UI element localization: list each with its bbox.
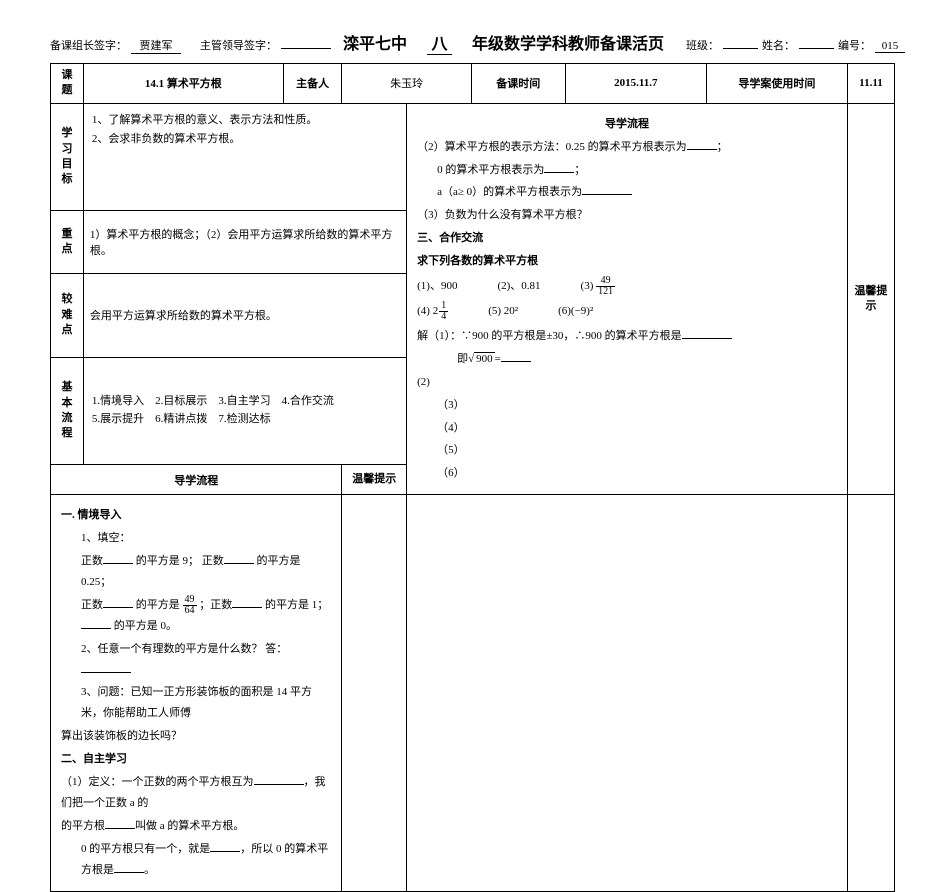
- key-label: 重 点: [51, 211, 84, 273]
- diff-label: 较难点: [51, 273, 84, 357]
- number-value: 015: [875, 40, 905, 53]
- sec1-title: 一. 情境导入: [61, 505, 331, 526]
- left-hint-area: [342, 495, 407, 891]
- row-goals: 学习目标 1、了解算术平方根的意义、表示方法和性质。 2、会求非负数的算术平方根…: [51, 103, 895, 210]
- l-1-5: 3、问题：已知一正方形装饰板的面积是 14 平方米，你能帮助工人师傅: [61, 682, 331, 724]
- exercise-row-1: (1)、900 (2)、0.81 (3) 49121: [417, 276, 837, 297]
- lesson-table: 课题 14.1 算术平方根 主备人 朱玉玲 备课时间 2015.11.7 导学案…: [50, 63, 895, 892]
- ex3: (3) 49121: [581, 276, 616, 297]
- l-2-1: （1）定义：一个正数的两个平方根互为，我们把一个正数 a 的: [61, 772, 331, 814]
- right-flow-header: 导学流程: [417, 114, 837, 135]
- class-label: 班级：: [686, 37, 719, 53]
- diff-value: 会用平方运算求所给数的算术平方根。: [83, 273, 406, 357]
- key-value: 1）算术平方根的概念；（2）会用平方运算求所给数的算术平方根。: [83, 211, 406, 273]
- sol-line1: 解（1）：∵900 的平方根是±30，∴900 的算术平方根是: [417, 326, 837, 347]
- ans5: （5）: [417, 440, 837, 461]
- flow1: 1.情境导入: [92, 395, 144, 407]
- flow-label: 基本流程: [51, 357, 84, 465]
- goal-content: 1、了解算术平方根的意义、表示方法和性质。 2、会求非负数的算术平方根。: [83, 103, 406, 210]
- flow5: 5.展示提升: [92, 413, 144, 425]
- flow6: 6.精讲点拨: [155, 413, 207, 425]
- name-label: 姓名：: [762, 37, 795, 53]
- left-hint-label: 温馨提示: [342, 465, 407, 495]
- grade: 八: [427, 30, 452, 55]
- l-2-2: 的平方根叫做 a 的算术平方根。: [61, 816, 331, 837]
- l-1-6: 算出该装饰板的边长吗？: [61, 726, 331, 747]
- row-main-content: 一. 情境导入 1、填空： 正数 的平方是 9； 正数 的平方是 0.25； 正…: [51, 495, 895, 891]
- r-line2: 0 的算术平方根表示为；: [417, 160, 837, 181]
- host-label: 主备人: [283, 64, 342, 104]
- flow3: 3.自主学习: [218, 395, 270, 407]
- sec3-title: 三、合作交流: [417, 228, 837, 249]
- exercise-row-2: (4) 214 (5) 20² (6)(−9)²: [417, 301, 837, 322]
- title-suffix: 年级数学学科教师备课活页: [472, 30, 664, 54]
- ex2: (2)、0.81: [497, 276, 540, 297]
- ans6: （6）: [417, 463, 837, 484]
- group-leader-label: 备课组长签字：: [50, 37, 127, 53]
- left-flow-header: 导学流程: [51, 465, 342, 495]
- left-content-area: 一. 情境导入 1、填空： 正数 的平方是 9； 正数 的平方是 0.25； 正…: [51, 495, 342, 891]
- group-leader-value: 贾建军: [131, 37, 181, 54]
- ex4: (4) 214: [417, 301, 448, 322]
- goal-1: 1、了解算术平方根的意义、表示方法和性质。: [92, 112, 398, 130]
- number-label: 编号：: [838, 37, 871, 53]
- prep-time-value: 2015.11.7: [565, 64, 706, 104]
- supervisor-value: [281, 48, 331, 49]
- l-1-1: 1、填空：: [61, 528, 331, 549]
- use-time-value: 11.11: [847, 64, 894, 104]
- supervisor-label: 主管领导签字：: [200, 37, 277, 53]
- r-line1: （2）算术平方根的表示方法：0.25 的算术平方根表示为；: [417, 137, 837, 158]
- ans3: （3）: [417, 395, 837, 416]
- l-1-4: 2、任意一个有理数的平方是什么数？ 答：: [61, 639, 331, 681]
- ex5: (5) 20²: [488, 301, 518, 322]
- goal-2: 2、会求非负数的算术平方根。: [92, 131, 398, 149]
- ex1: (1)、900: [417, 276, 457, 297]
- l-2-3: 0 的平方根只有一个，就是，所以 0 的算术平方根是。: [61, 839, 331, 881]
- sec2-title: 二、自主学习: [61, 749, 331, 770]
- goal-label: 学习目标: [51, 103, 84, 210]
- l-1-3: 正数 的平方是 4964 ；正数 的平方是 1； 的平方是 0。: [61, 595, 331, 637]
- ans2: (2): [417, 372, 837, 393]
- flow7: 7.检测达标: [218, 413, 270, 425]
- flow2: 2.目标展示: [155, 395, 207, 407]
- right-continuation: [407, 495, 848, 891]
- prep-time-label: 备课时间: [471, 64, 565, 104]
- row-topic: 课题 14.1 算术平方根 主备人 朱玉玲 备课时间 2015.11.7 导学案…: [51, 64, 895, 104]
- use-time-label: 导学案使用时间: [706, 64, 847, 104]
- document-header: 备课组长签字： 贾建军 主管领导签字： 滦平七中 八 年级数学学科教师备课活页 …: [50, 30, 895, 55]
- ans4: （4）: [417, 418, 837, 439]
- right-content-area: 导学流程 （2）算术平方根的表示方法：0.25 的算术平方根表示为； 0 的算术…: [407, 103, 848, 494]
- right-hint-label: 温馨提示: [847, 103, 894, 494]
- sec3-sub: 求下列各数的算术平方根: [417, 251, 837, 272]
- flow4: 4.合作交流: [282, 395, 334, 407]
- sol-line2: 即900=: [417, 349, 837, 370]
- ex6: (6)(−9)²: [558, 301, 593, 322]
- r-line4: （3）负数为什么没有算术平方根？: [417, 205, 837, 226]
- title-prefix: 滦平七中: [343, 30, 407, 54]
- class-value: [723, 48, 758, 49]
- r-line3: a（a≥ 0）的算术平方根表示为: [417, 182, 837, 203]
- flow-content: 1.情境导入 2.目标展示 3.自主学习 4.合作交流 5.展示提升 6.精讲点…: [83, 357, 406, 465]
- host-value: 朱玉玲: [342, 64, 471, 104]
- l-1-2: 正数 的平方是 9； 正数 的平方是 0.25；: [61, 551, 331, 593]
- name-value: [799, 48, 834, 49]
- topic-value: 14.1 算术平方根: [83, 64, 283, 104]
- topic-label: 课题: [51, 64, 84, 104]
- right-hint-area: [847, 495, 894, 891]
